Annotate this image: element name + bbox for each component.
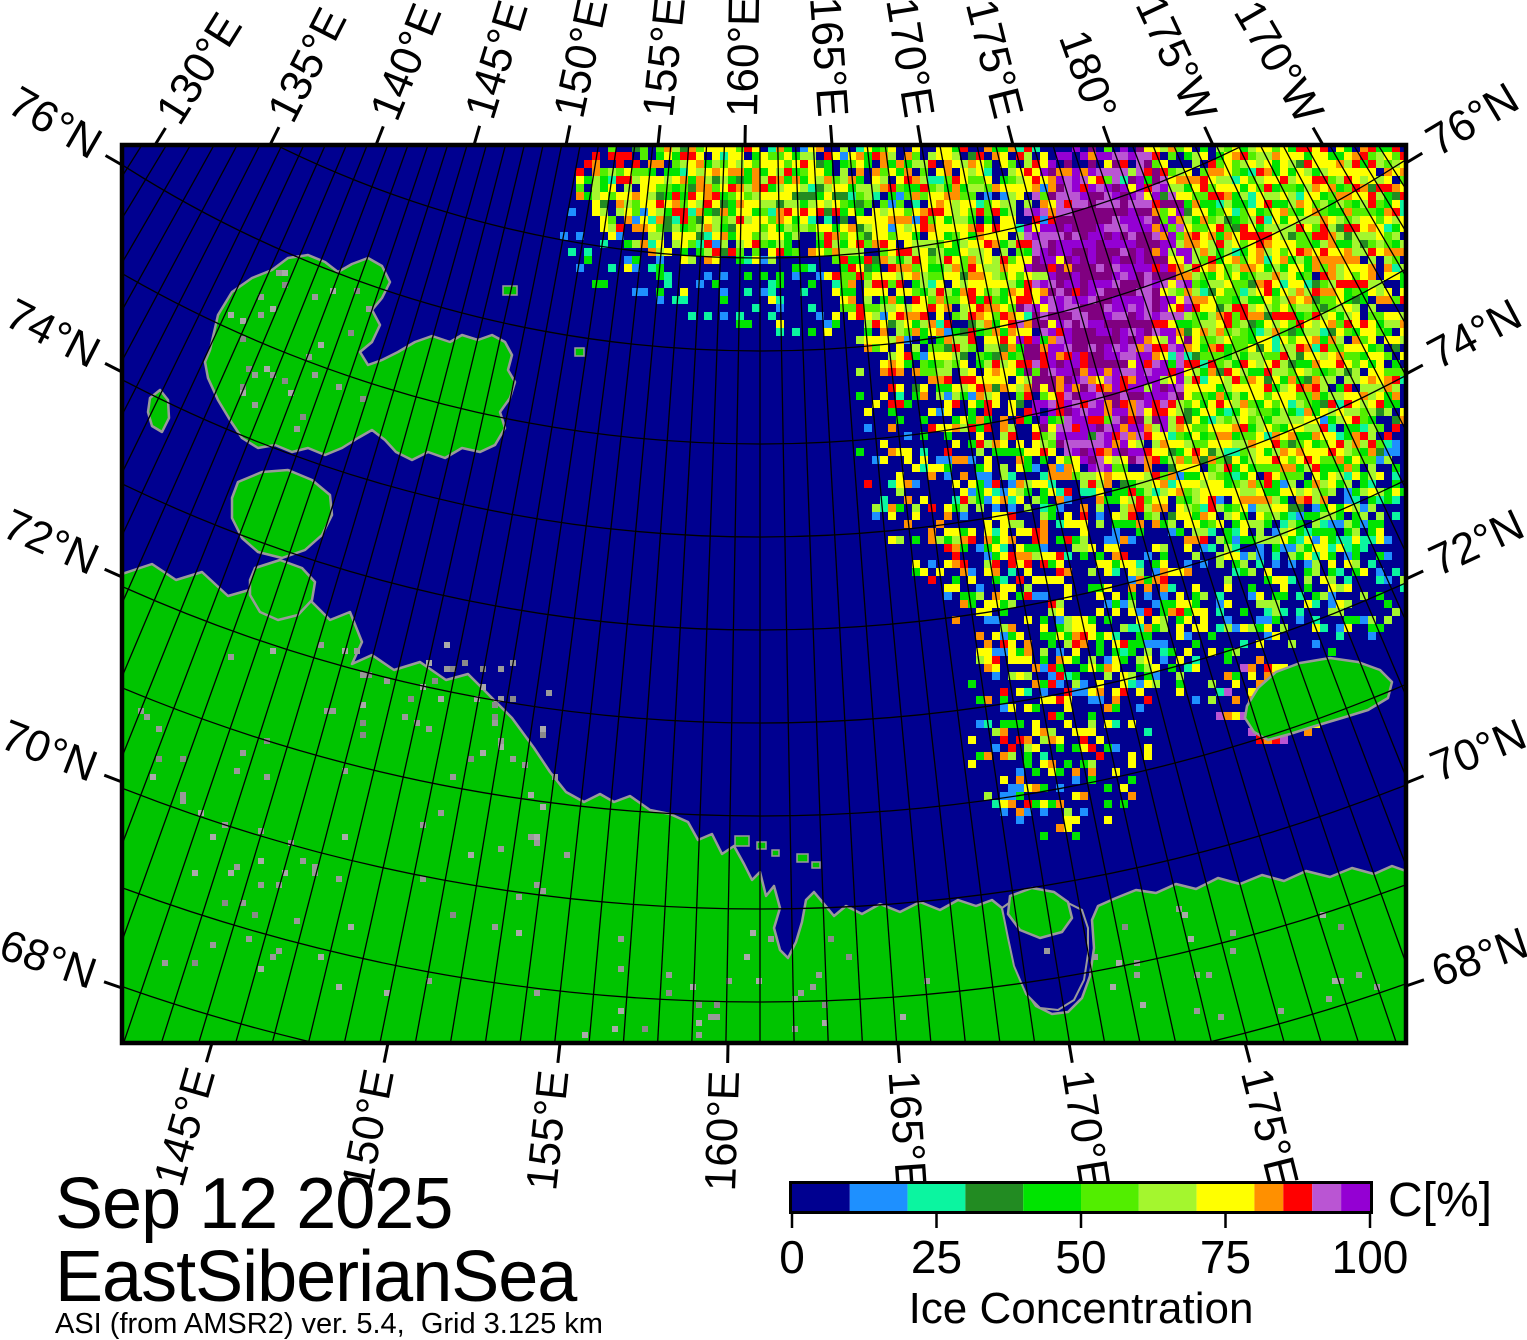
axis-tick bbox=[1406, 776, 1424, 783]
lat-label-left: 70°N bbox=[0, 710, 104, 791]
axis-tick bbox=[104, 982, 122, 988]
axis-tick bbox=[206, 1043, 212, 1062]
colorbar-segment bbox=[850, 1184, 908, 1211]
axis-tick bbox=[1008, 126, 1013, 145]
axis-tick bbox=[155, 128, 166, 145]
colorbar-tick-label: 0 bbox=[779, 1231, 805, 1283]
lon-label-top: 160°E bbox=[718, 0, 769, 117]
colorbar-unit-label: C[%] bbox=[1388, 1174, 1492, 1227]
axis-tick bbox=[1406, 980, 1424, 986]
lon-label-top: 170°E bbox=[876, 0, 943, 121]
lon-label-top: 150°E bbox=[545, 0, 618, 122]
axis-tick bbox=[1103, 126, 1110, 145]
lon-label-top: 140°E bbox=[361, 0, 452, 127]
axis-tick bbox=[376, 126, 383, 145]
axis-tick bbox=[105, 363, 122, 372]
lat-label-right: 68°N bbox=[1425, 918, 1527, 996]
axis-tick bbox=[918, 125, 921, 145]
axis-tick bbox=[474, 126, 480, 145]
colorbar-segment bbox=[1023, 1184, 1081, 1211]
colorbar-segment bbox=[1081, 1184, 1139, 1211]
axis-tick bbox=[1406, 365, 1423, 374]
axis-tick bbox=[1406, 571, 1423, 579]
axis-tick bbox=[658, 125, 660, 145]
colorbar-tick-label: 75 bbox=[1200, 1231, 1251, 1283]
axis-tick bbox=[1245, 1043, 1250, 1062]
lat-label-right: 72°N bbox=[1422, 500, 1527, 586]
lat-label-left: 72°N bbox=[0, 500, 106, 585]
islet bbox=[757, 842, 766, 849]
axis-tick bbox=[1313, 128, 1323, 145]
colorbar-segment bbox=[1139, 1184, 1197, 1211]
axis-tick bbox=[831, 125, 832, 145]
colorbar-segment bbox=[908, 1184, 966, 1211]
lon-label-bottom: 160°E bbox=[696, 1070, 749, 1192]
land-belkovsky-island bbox=[148, 390, 169, 432]
colorbar-segment bbox=[792, 1184, 850, 1211]
date-title: Sep 12 2025 bbox=[55, 1168, 452, 1240]
axis-tick bbox=[384, 1043, 388, 1063]
lon-label-bottom: 155°E bbox=[517, 1068, 578, 1193]
lat-label-right: 70°N bbox=[1424, 710, 1527, 792]
colorbar-segment bbox=[1254, 1184, 1283, 1211]
islet bbox=[797, 854, 808, 862]
lon-label-top: 170°W bbox=[1224, 0, 1333, 132]
axis-tick bbox=[106, 156, 122, 166]
lon-label-top: 145°E bbox=[456, 0, 538, 124]
lat-label-left: 76°N bbox=[0, 77, 110, 169]
lon-label-top: 180° bbox=[1049, 24, 1126, 126]
islet bbox=[735, 836, 749, 846]
axis-tick bbox=[566, 125, 570, 145]
lon-label-bottom: 170°E bbox=[1052, 1066, 1119, 1193]
colorbar-tick-label: 100 bbox=[1332, 1231, 1409, 1283]
lat-label-right: 74°N bbox=[1420, 290, 1527, 379]
lat-label-left: 74°N bbox=[0, 289, 108, 377]
lon-label-top: 155°E bbox=[634, 0, 695, 119]
islet bbox=[772, 850, 779, 856]
lon-label-bottom: 165°E bbox=[878, 1069, 935, 1192]
axis-tick bbox=[1205, 127, 1213, 145]
lon-label-top: 130°E bbox=[146, 5, 251, 133]
axis-tick bbox=[898, 1043, 899, 1063]
axis-tick bbox=[105, 569, 122, 577]
lon-label-top: 165°E bbox=[800, 0, 857, 119]
colorbar-segment bbox=[965, 1184, 1023, 1211]
axis-tick bbox=[1069, 1043, 1072, 1063]
lon-label-bottom: 175°E bbox=[1231, 1063, 1308, 1192]
source-caption: ASI (from AMSR2) ver. 5.4, Grid 3.125 km bbox=[55, 1310, 603, 1339]
colorbar-segment bbox=[1283, 1184, 1312, 1211]
axis-tick bbox=[270, 127, 279, 145]
islet bbox=[575, 348, 584, 356]
lon-label-top: 135°E bbox=[258, 0, 356, 129]
colorbar-tick-label: 50 bbox=[1055, 1231, 1106, 1283]
colorbar-caption: Ice Concentration bbox=[909, 1284, 1254, 1333]
colorbar-segment bbox=[1312, 1184, 1341, 1211]
colorbar-segment bbox=[1197, 1184, 1255, 1211]
axis-tick bbox=[1406, 153, 1422, 163]
lon-label-top: 175°W bbox=[1126, 0, 1227, 129]
region-title: EastSiberianSea bbox=[55, 1241, 576, 1313]
axis-tick bbox=[558, 1043, 560, 1063]
islet bbox=[812, 862, 820, 868]
colorbar-segment bbox=[1341, 1184, 1370, 1211]
axis-tick bbox=[104, 775, 122, 782]
lon-label-top: 175°E bbox=[956, 0, 1033, 123]
lat-label-right: 76°N bbox=[1418, 73, 1527, 166]
lat-label-left: 68°N bbox=[0, 920, 103, 998]
colorbar-tick-label: 25 bbox=[911, 1231, 962, 1283]
